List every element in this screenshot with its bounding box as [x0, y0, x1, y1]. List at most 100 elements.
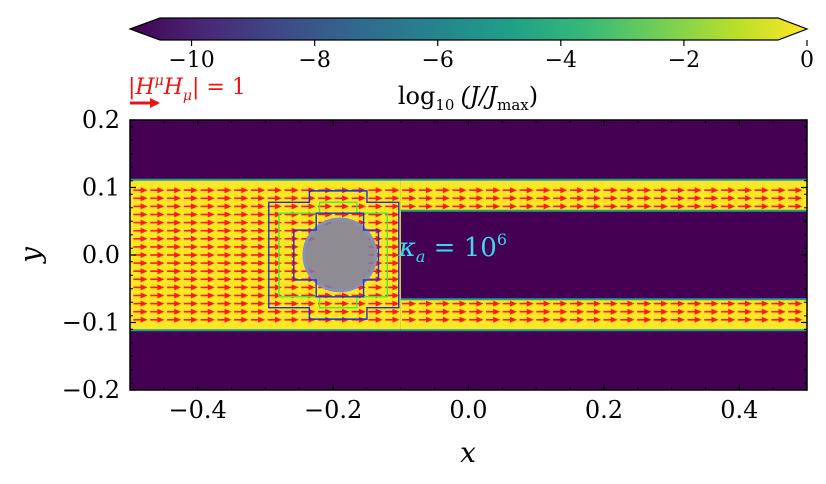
current-arrow	[183, 308, 198, 315]
current-arrow	[150, 235, 165, 242]
current-arrow	[368, 284, 383, 291]
current-arrow-head	[526, 300, 534, 307]
current-arrow	[200, 195, 215, 202]
current-arrow	[166, 203, 182, 210]
current-arrow	[217, 219, 232, 226]
current-arrow-head	[610, 308, 618, 315]
current-arrow-head	[342, 203, 350, 210]
channel-top-band	[400, 180, 807, 210]
current-arrow	[166, 243, 182, 250]
current-arrow-head	[375, 195, 383, 202]
current-arrow	[754, 203, 769, 210]
current-arrow-head	[711, 300, 719, 307]
current-arrow	[351, 195, 366, 202]
current-arrow-head	[745, 316, 753, 323]
current-arrow-head	[392, 300, 400, 307]
current-arrow-head	[157, 252, 165, 258]
current-arrow	[452, 187, 467, 194]
current-arrow-head	[543, 203, 551, 210]
current-arrow	[704, 195, 719, 202]
legend-label-sup: μ	[155, 73, 164, 89]
current-arrow-head	[174, 268, 182, 275]
current-arrow	[284, 187, 299, 194]
current-arrow-head	[140, 284, 148, 291]
mesh-outline-overlay	[293, 212, 380, 298]
current-arrow-head	[140, 292, 148, 299]
current-arrow	[469, 308, 484, 315]
current-arrow-head	[493, 195, 501, 202]
obstacle-label-mid: = 10	[425, 233, 496, 263]
current-arrow-head	[560, 203, 568, 210]
current-arrow-head	[375, 187, 383, 194]
current-arrow	[653, 300, 669, 307]
colorbar-label-expr: (J/J	[460, 82, 498, 110]
current-arrow-head	[560, 308, 568, 315]
current-arrow	[385, 308, 400, 315]
current-arrow-head	[291, 308, 299, 315]
current-arrow	[183, 300, 198, 307]
colorbar-ticks: −10 −8 −6 −4 −2 0	[168, 40, 814, 73]
current-arrow	[653, 187, 669, 194]
current-arrow-head	[409, 187, 417, 194]
current-arrow-head	[778, 300, 786, 307]
current-arrow	[183, 268, 198, 275]
current-arrow	[603, 300, 618, 307]
legend-label-open: |H	[128, 75, 155, 100]
current-arrow	[620, 195, 635, 202]
current-arrow-head	[157, 276, 165, 283]
current-arrow-head	[745, 187, 753, 194]
current-arrow-head	[442, 203, 450, 210]
y-tick-label: 0.1	[82, 174, 120, 202]
legend-arrow-label: |HμHμ| = 1	[128, 73, 246, 104]
current-arrow	[250, 203, 266, 210]
current-arrow	[217, 276, 232, 283]
current-arrow	[737, 203, 753, 210]
current-arrow	[536, 187, 551, 194]
colorbar-label-log: log	[398, 82, 436, 110]
current-arrow	[368, 195, 383, 202]
colorbar-tick-label: −4	[545, 48, 577, 73]
current-arrow	[150, 292, 165, 299]
current-arrow	[418, 195, 434, 202]
current-arrow	[166, 219, 182, 226]
current-arrow	[637, 300, 652, 307]
current-arrow	[250, 292, 266, 299]
current-arrow	[771, 316, 786, 323]
current-arrow	[183, 243, 198, 250]
current-arrow-head	[342, 308, 350, 315]
current-arrow	[200, 300, 215, 307]
current-arrow-head	[258, 235, 266, 242]
current-arrow	[653, 316, 669, 323]
current-arrow-head	[627, 316, 635, 323]
current-arrow	[620, 316, 635, 323]
current-arrow	[754, 316, 769, 323]
current-arrow-head	[375, 203, 383, 210]
current-arrow	[200, 235, 215, 242]
current-arrow	[150, 268, 165, 275]
current-arrow	[217, 195, 232, 202]
current-arrow-head	[241, 243, 249, 250]
current-arrow	[771, 203, 786, 210]
current-arrow	[217, 187, 232, 194]
current-arrow-head	[409, 195, 417, 202]
current-arrow	[183, 235, 198, 242]
current-arrow	[217, 243, 232, 250]
x-axis-ticks: −0.4 −0.2 0.0 0.2 0.4	[163, 120, 774, 424]
current-arrow	[754, 308, 769, 315]
x-tick-label: −0.2	[304, 396, 362, 424]
current-arrow-head	[694, 203, 702, 210]
current-arrow	[402, 195, 417, 202]
current-arrow	[670, 203, 685, 210]
current-arrow-head	[375, 300, 383, 307]
current-arrow	[284, 308, 299, 315]
current-arrow-head	[694, 316, 702, 323]
current-arrow-head	[274, 300, 282, 307]
current-arrow-head	[140, 203, 148, 210]
current-arrow-head	[224, 211, 232, 218]
current-arrow	[250, 252, 266, 258]
current-arrow-head	[140, 211, 148, 218]
current-arrow-head	[157, 203, 165, 210]
current-arrow	[234, 235, 249, 242]
current-arrow	[452, 300, 467, 307]
x-tick-label: 0.2	[585, 396, 623, 424]
